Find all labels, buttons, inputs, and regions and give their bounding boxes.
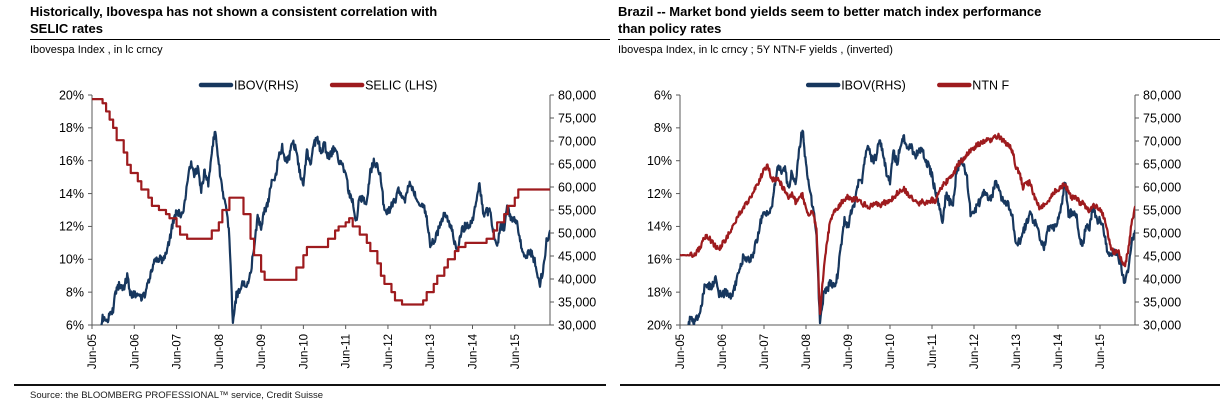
footer-rule-right [620, 384, 1220, 386]
y-left-tick-label: 6% [654, 88, 672, 102]
chart-subtitle-left: Ibovespa Index , in lc crncy [30, 44, 163, 56]
y-right-tick-label: 50,000 [1143, 226, 1181, 240]
y-right-tick-label: 45,000 [558, 249, 596, 263]
series-line-ibov-rhs- [687, 129, 1135, 325]
x-tick-label: Jun-11 [927, 334, 939, 368]
y-axis-right: 80,000 75,000 70,000 65,000 60,000 55,000 50,0… [1135, 88, 1181, 332]
legend-label: IBOV(RHS) [234, 78, 299, 92]
x-tick-label: Jun-15 [1095, 334, 1107, 369]
footer-rule-left [14, 384, 606, 386]
x-tick-label: Jun-08 [801, 334, 813, 369]
chart-title-right-line1: Brazil -- Market bond yields seem to bet… [618, 4, 1042, 19]
chart-subtitle-right: Ibovespa Index, in lc crncy ; 5Y NTN-F y… [618, 44, 893, 56]
legend-label: SELIC (LHS) [365, 78, 437, 92]
y-right-tick-label: 65,000 [558, 157, 596, 171]
y-right-tick-label: 40,000 [558, 272, 596, 286]
legend: IBOV(RHS) NTN F [805, 78, 1009, 92]
chart-canvas-right: 6% 8% 10% 12% 14% 16% 18% 20% 80,000 75,000 70,000… [647, 78, 1181, 369]
chart-canvas-left: 20% 18% 16% 14% 12% 10% 8% 6% 80,000 75,000 70,000… [59, 78, 596, 369]
y-axis-left: 20% 18% 16% 14% 12% 10% 8% 6% [59, 88, 92, 332]
y-right-tick-label: 40,000 [1143, 272, 1181, 286]
y-right-tick-label: 70,000 [558, 134, 596, 148]
y-left-tick-label: 12% [647, 187, 672, 201]
y-left-tick-label: 8% [654, 121, 672, 135]
legend-label: IBOV(RHS) [841, 78, 906, 92]
chart-panel-right: Brazil -- Market bond yields seem to bet… [616, 4, 1222, 385]
x-tick-label: Jun-13 [1011, 334, 1023, 369]
y-left-tick-label: 12% [59, 220, 84, 234]
x-tick-label: Jun-09 [843, 334, 855, 369]
y-right-tick-label: 80,000 [558, 88, 596, 102]
y-left-tick-label: 16% [59, 154, 84, 168]
y-axis-left: 6% 8% 10% 12% 14% 16% 18% 20% [647, 88, 680, 332]
x-tick-label: Jun-10 [885, 334, 897, 369]
y-right-tick-label: 80,000 [1143, 88, 1181, 102]
y-left-tick-label: 14% [647, 220, 672, 234]
y-left-tick-label: 10% [647, 154, 672, 168]
legend: IBOV(RHS) SELIC (LHS) [198, 78, 437, 92]
series-line-ibov-rhs- [100, 130, 550, 325]
x-tick-label: Jun-12 [383, 334, 395, 369]
axes [679, 95, 1136, 326]
y-right-tick-label: 70,000 [1143, 134, 1181, 148]
y-axis-right: 80,000 75,000 70,000 65,000 60,000 55,000 50,0… [550, 88, 596, 332]
y-left-tick-label: 16% [647, 253, 672, 267]
y-right-tick-label: 30,000 [1143, 318, 1181, 332]
x-tick-label: Jun-11 [341, 334, 353, 368]
y-right-tick-label: 75,000 [558, 111, 596, 125]
chart-title-left: Historically, Ibovespa has not shown a c… [30, 4, 610, 40]
y-left-tick-label: 20% [647, 318, 672, 332]
x-tick-label: Jun-07 [759, 334, 771, 369]
y-left-tick-label: 6% [66, 318, 84, 332]
y-right-tick-label: 60,000 [1143, 180, 1181, 194]
y-right-tick-label: 35,000 [1143, 295, 1181, 309]
y-right-tick-label: 60,000 [558, 180, 596, 194]
x-tick-label: Jun-13 [425, 334, 437, 369]
series-line-ntn-f [680, 132, 1135, 316]
x-tick-label: Jun-14 [1053, 333, 1065, 369]
y-right-tick-label: 45,000 [1143, 249, 1181, 263]
x-tick-label: Jun-06 [717, 334, 729, 369]
chart-title-left-line2: SELIC rates [30, 20, 103, 36]
x-tick-label: Jun-05 [87, 334, 99, 369]
series-line-selic-lhs- [92, 98, 550, 306]
x-tick-label: Jun-08 [214, 334, 226, 369]
x-tick-label: Jun-05 [675, 334, 687, 369]
y-left-tick-label: 8% [66, 285, 84, 299]
x-tick-label: Jun-10 [298, 334, 310, 369]
x-tick-label: Jun-14 [467, 333, 479, 369]
y-right-tick-label: 55,000 [558, 203, 596, 217]
chart-title-right-line2: than policy rates [618, 20, 722, 36]
y-right-tick-label: 65,000 [1143, 157, 1181, 171]
y-left-tick-label: 18% [647, 285, 672, 299]
x-tick-label: Jun-09 [256, 334, 268, 369]
y-right-tick-label: 30,000 [558, 318, 596, 332]
source-note: Source: the BLOOMBERG PROFESSIONAL™ serv… [30, 390, 324, 401]
chart-panel-left: Historically, Ibovespa has not shown a c… [12, 4, 612, 385]
y-right-tick-label: 35,000 [558, 295, 596, 309]
y-left-tick-label: 20% [59, 88, 84, 102]
y-left-tick-label: 14% [59, 187, 84, 201]
y-right-tick-label: 75,000 [1143, 111, 1181, 125]
x-axis: Jun-05 Jun-06 Jun-07 Jun-08 Jun-09 Jun-10 Jun-… [87, 325, 522, 369]
x-tick-label: Jun-07 [172, 334, 184, 369]
y-left-tick-label: 18% [59, 121, 84, 135]
chart-title-left-line1: Historically, Ibovespa has not shown a c… [30, 4, 438, 19]
y-right-tick-label: 50,000 [558, 226, 596, 240]
y-left-tick-label: 10% [59, 253, 84, 267]
legend-label: NTN F [972, 78, 1009, 92]
chart-title-right: Brazil -- Market bond yields seem to bet… [618, 4, 1220, 40]
x-axis: Jun-05 Jun-06 Jun-07 Jun-08 Jun-09 Jun-10 Jun-… [675, 325, 1107, 369]
y-right-tick-label: 55,000 [1143, 203, 1181, 217]
x-tick-label: Jun-12 [969, 334, 981, 369]
x-tick-label: Jun-15 [510, 334, 522, 369]
x-tick-label: Jun-06 [129, 334, 141, 369]
